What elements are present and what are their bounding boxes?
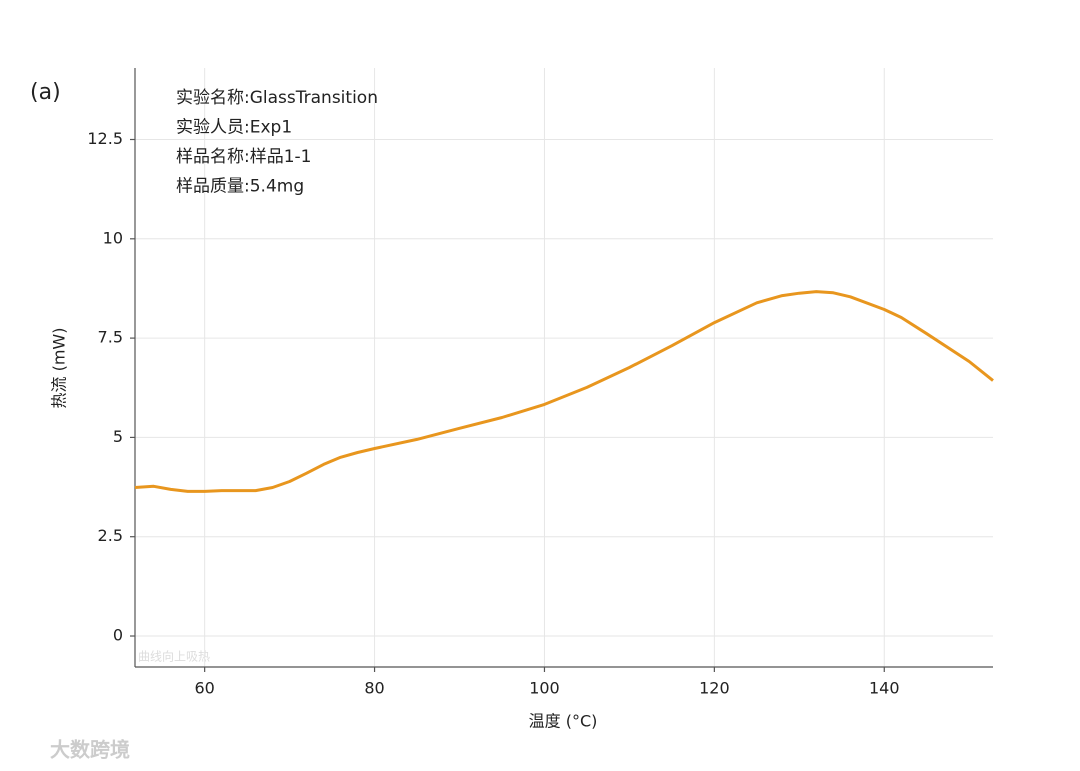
panel-label: (a) [30,80,61,105]
annotation: 实验名称:GlassTransition [176,88,378,108]
x-tick-label: 120 [699,679,730,698]
watermark: 大数跨境 [50,738,130,762]
y-axis-label: 热流 (mW) [50,328,69,409]
y-tick-label: 7.5 [98,328,123,347]
data-line [134,290,994,493]
x-axis-label: 温度 (°C) [529,712,598,731]
y-tick-label: 12.5 [87,129,123,148]
y-tick-label: 2.5 [98,526,123,545]
y-tick-label: 0 [113,626,123,645]
x-tick-label: 80 [364,679,384,698]
y-tick-label: 5 [113,427,123,446]
x-tick-label: 140 [869,679,900,698]
annotation: 样品名称:样品1-1 [176,147,312,167]
annotation: 样品质量:5.4mg [176,177,304,197]
y-tick-label: 10 [103,228,123,247]
x-tick-label: 100 [529,679,560,698]
note: 曲线向上吸热 [138,649,210,664]
x-tick-label: 60 [194,679,214,698]
annotation: 实验人员:Exp1 [176,118,292,138]
